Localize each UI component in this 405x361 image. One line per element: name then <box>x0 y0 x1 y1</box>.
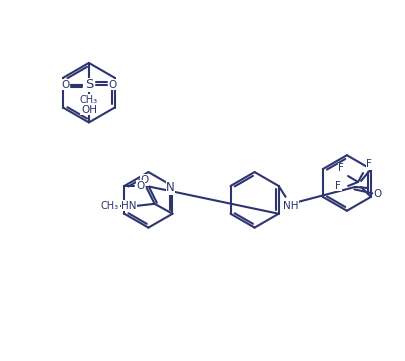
Text: OH: OH <box>81 105 97 114</box>
Text: O: O <box>373 189 381 199</box>
Text: F: F <box>335 181 340 191</box>
Text: CH₃: CH₃ <box>80 95 98 105</box>
Text: O: O <box>140 175 149 185</box>
Text: F: F <box>365 159 371 169</box>
Text: N: N <box>166 182 175 195</box>
Text: O: O <box>108 80 117 90</box>
Text: F: F <box>337 163 343 173</box>
Text: S: S <box>85 78 93 91</box>
Text: HN: HN <box>121 201 136 211</box>
Text: NH: NH <box>282 201 298 211</box>
Text: O: O <box>136 181 144 191</box>
Text: CH₃: CH₃ <box>101 201 119 211</box>
Text: O: O <box>61 80 69 90</box>
